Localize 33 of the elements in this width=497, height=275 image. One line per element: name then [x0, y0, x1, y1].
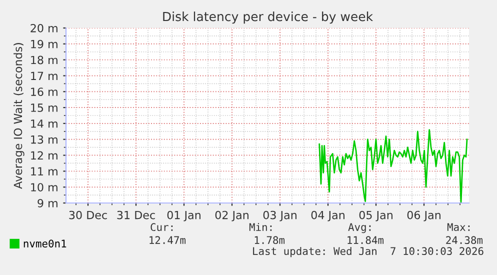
x-tick-label: 02 Jan: [215, 210, 248, 222]
x-tick-label: 06 Jan: [407, 210, 440, 222]
text: Avg:: [348, 223, 371, 234]
y-tick-label: 15 m: [31, 104, 58, 112]
y-tick-label: 20 m: [30, 24, 58, 32]
text: 24.38m: [446, 236, 483, 244]
x-tick-label: 30 Dec: [69, 210, 107, 220]
y-tick-label: 10 m: [31, 183, 58, 192]
y-tick-label: 16 m: [31, 88, 58, 96]
text: 12.47m: [150, 236, 186, 244]
y-tick-label: 19 m: [31, 40, 58, 48]
y-tick-label: 11 m: [31, 167, 58, 176]
y-axis-title: Average IO Wait (seconds): [14, 43, 24, 189]
chart-title: Disk latency per device - by week: [163, 12, 374, 24]
x-tick-label: 03 Jan: [263, 210, 296, 222]
x-tick-label: 01 Jan: [167, 210, 200, 222]
text: Max:: [447, 223, 470, 232]
text: Min:: [249, 222, 272, 231]
y-tick-label: 18 m: [31, 56, 58, 64]
line-series: [318, 129, 468, 203]
y-tick-label: 13 m: [31, 135, 58, 144]
text: 11.84m: [348, 236, 384, 244]
y-tick-label: 12 m: [31, 151, 58, 160]
y-tick-label: 9 m: [38, 198, 58, 208]
x-tick-label: 04 Jan: [311, 210, 344, 222]
text: Last update: Wed Jan 7 10:30:03 2026: [253, 246, 484, 258]
text: Cur:: [150, 223, 173, 232]
text: 1.78m: [254, 236, 285, 244]
y-tick-label: 17 m: [31, 72, 58, 80]
x-tick-label: 05 Jan: [359, 210, 392, 222]
y-tick-label: 14 m: [31, 120, 58, 128]
x-tick-label: 31 Dec: [117, 210, 155, 220]
legend-label: nvme0n1: [24, 240, 66, 248]
